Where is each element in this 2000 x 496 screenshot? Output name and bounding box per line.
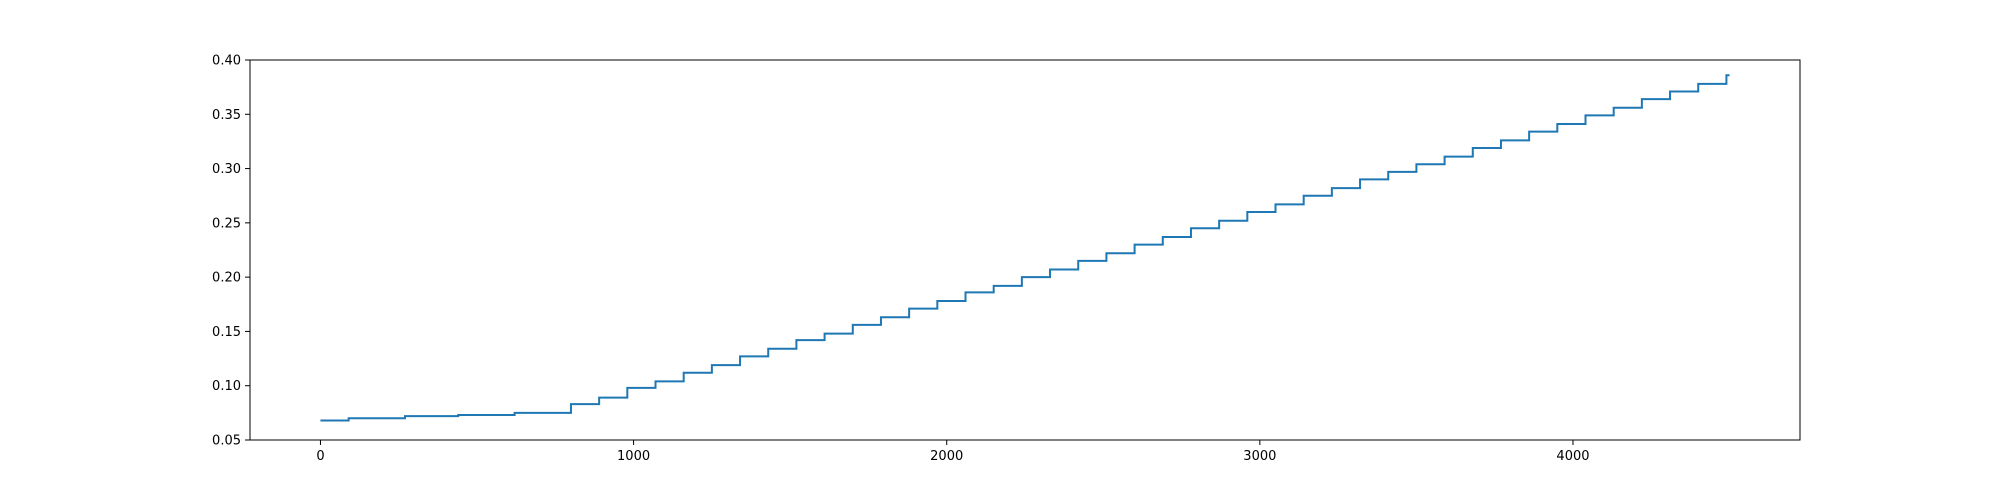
y-tick-label: 0.20 (212, 271, 241, 286)
y-tick-label: 0.15 (212, 325, 241, 340)
x-axis: 0 1000 2000 3000 4000 (316, 440, 1590, 464)
series-line-0 (320, 74, 1730, 422)
y-tick-label: 0.30 (212, 162, 241, 177)
y-axis: 0.05 0.10 0.15 0.20 0.25 0.30 0.35 0.40 (212, 54, 250, 449)
y-tick-label: 0.10 (212, 379, 241, 394)
y-tick-label: 0.35 (212, 108, 241, 123)
x-tick-label: 4000 (1556, 449, 1589, 464)
x-tick-label: 0 (316, 449, 324, 464)
x-tick-label: 1000 (617, 449, 650, 464)
y-tick-label: 0.25 (212, 216, 241, 231)
y-tick-label: 0.05 (212, 434, 241, 449)
x-tick-label: 3000 (1243, 449, 1276, 464)
y-tick-label: 0.40 (212, 54, 241, 69)
x-tick-label: 2000 (930, 449, 963, 464)
plot-area (320, 74, 1730, 422)
plot-frame (249, 59, 1801, 441)
